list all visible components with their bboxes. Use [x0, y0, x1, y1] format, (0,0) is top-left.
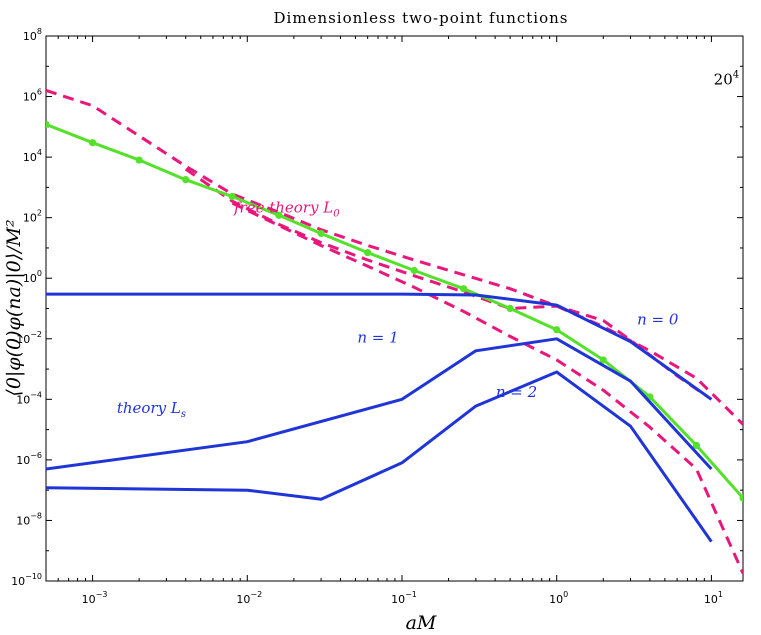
x-tick-label: 101: [704, 590, 723, 606]
series-point: [317, 229, 325, 238]
annotations: 204 free theory L0 n = 0 n = 1 n = 2 theory L…: [117, 70, 739, 421]
series-point: [182, 176, 190, 184]
y-tick-label: 10−10: [11, 572, 42, 588]
series-point: [410, 266, 418, 275]
x-tick-labels: 10−3 10−2 10−1 100 101: [82, 590, 723, 606]
series-point: [599, 356, 607, 364]
series-point: [692, 441, 701, 450]
series-point: [88, 139, 97, 147]
x-tick-label: 100: [549, 590, 568, 606]
y-axis-label: ⟨0|φ(0)φ(na)|0⟩/M²: [3, 219, 25, 396]
y-tick-label: 106: [23, 88, 42, 104]
annotation-free-theory: free theory L0: [233, 198, 340, 219]
x-tick-label: 10−1: [391, 590, 417, 606]
y-tick-label: 10−8: [16, 511, 42, 527]
series-point: [46, 120, 50, 129]
plot-frame: [45, 35, 744, 582]
series-line-0: [46, 88, 743, 426]
chart-title: Dimensionless two-point functions: [274, 9, 569, 27]
y-tick-label: 104: [23, 148, 42, 164]
series-point: [275, 211, 283, 219]
series-line-2: [231, 201, 743, 574]
y-tick-label: 100: [23, 269, 42, 285]
axis-ticks: [45, 35, 743, 582]
series-line-5: [46, 337, 713, 471]
y-tick-labels: 108 106 104 102 100 10−2 10−4 10−6 10−8 10−10: [11, 27, 42, 588]
y-tick-label: 108: [23, 27, 42, 43]
y-tick-label: 102: [23, 209, 42, 225]
series-point: [739, 494, 743, 502]
annotation-n0: n = 0: [637, 310, 679, 328]
annotation-theory-ls: theory Ls: [117, 399, 186, 420]
x-tick-label: 10−3: [82, 590, 108, 606]
y-tick-label: 10−2: [16, 330, 42, 346]
x-axis-label: aM: [406, 612, 437, 634]
data-series: [46, 88, 743, 574]
series-point: [459, 285, 468, 293]
series-point: [553, 326, 561, 334]
series-line-4: [46, 292, 713, 401]
annotation-n2: n = 2: [496, 383, 537, 401]
series-point: [228, 192, 236, 201]
series-point: [135, 156, 143, 164]
y-tick-label: 10−4: [16, 390, 42, 406]
annotation-lattice-size: 204: [714, 70, 739, 89]
series-point: [506, 304, 514, 313]
series-line-1: [184, 167, 713, 401]
annotation-n1: n = 1: [357, 329, 398, 347]
series-point: [364, 249, 372, 257]
x-tick-label: 10−2: [236, 590, 262, 606]
y-tick-label: 10−6: [16, 451, 42, 467]
series-line-6: [46, 370, 713, 543]
